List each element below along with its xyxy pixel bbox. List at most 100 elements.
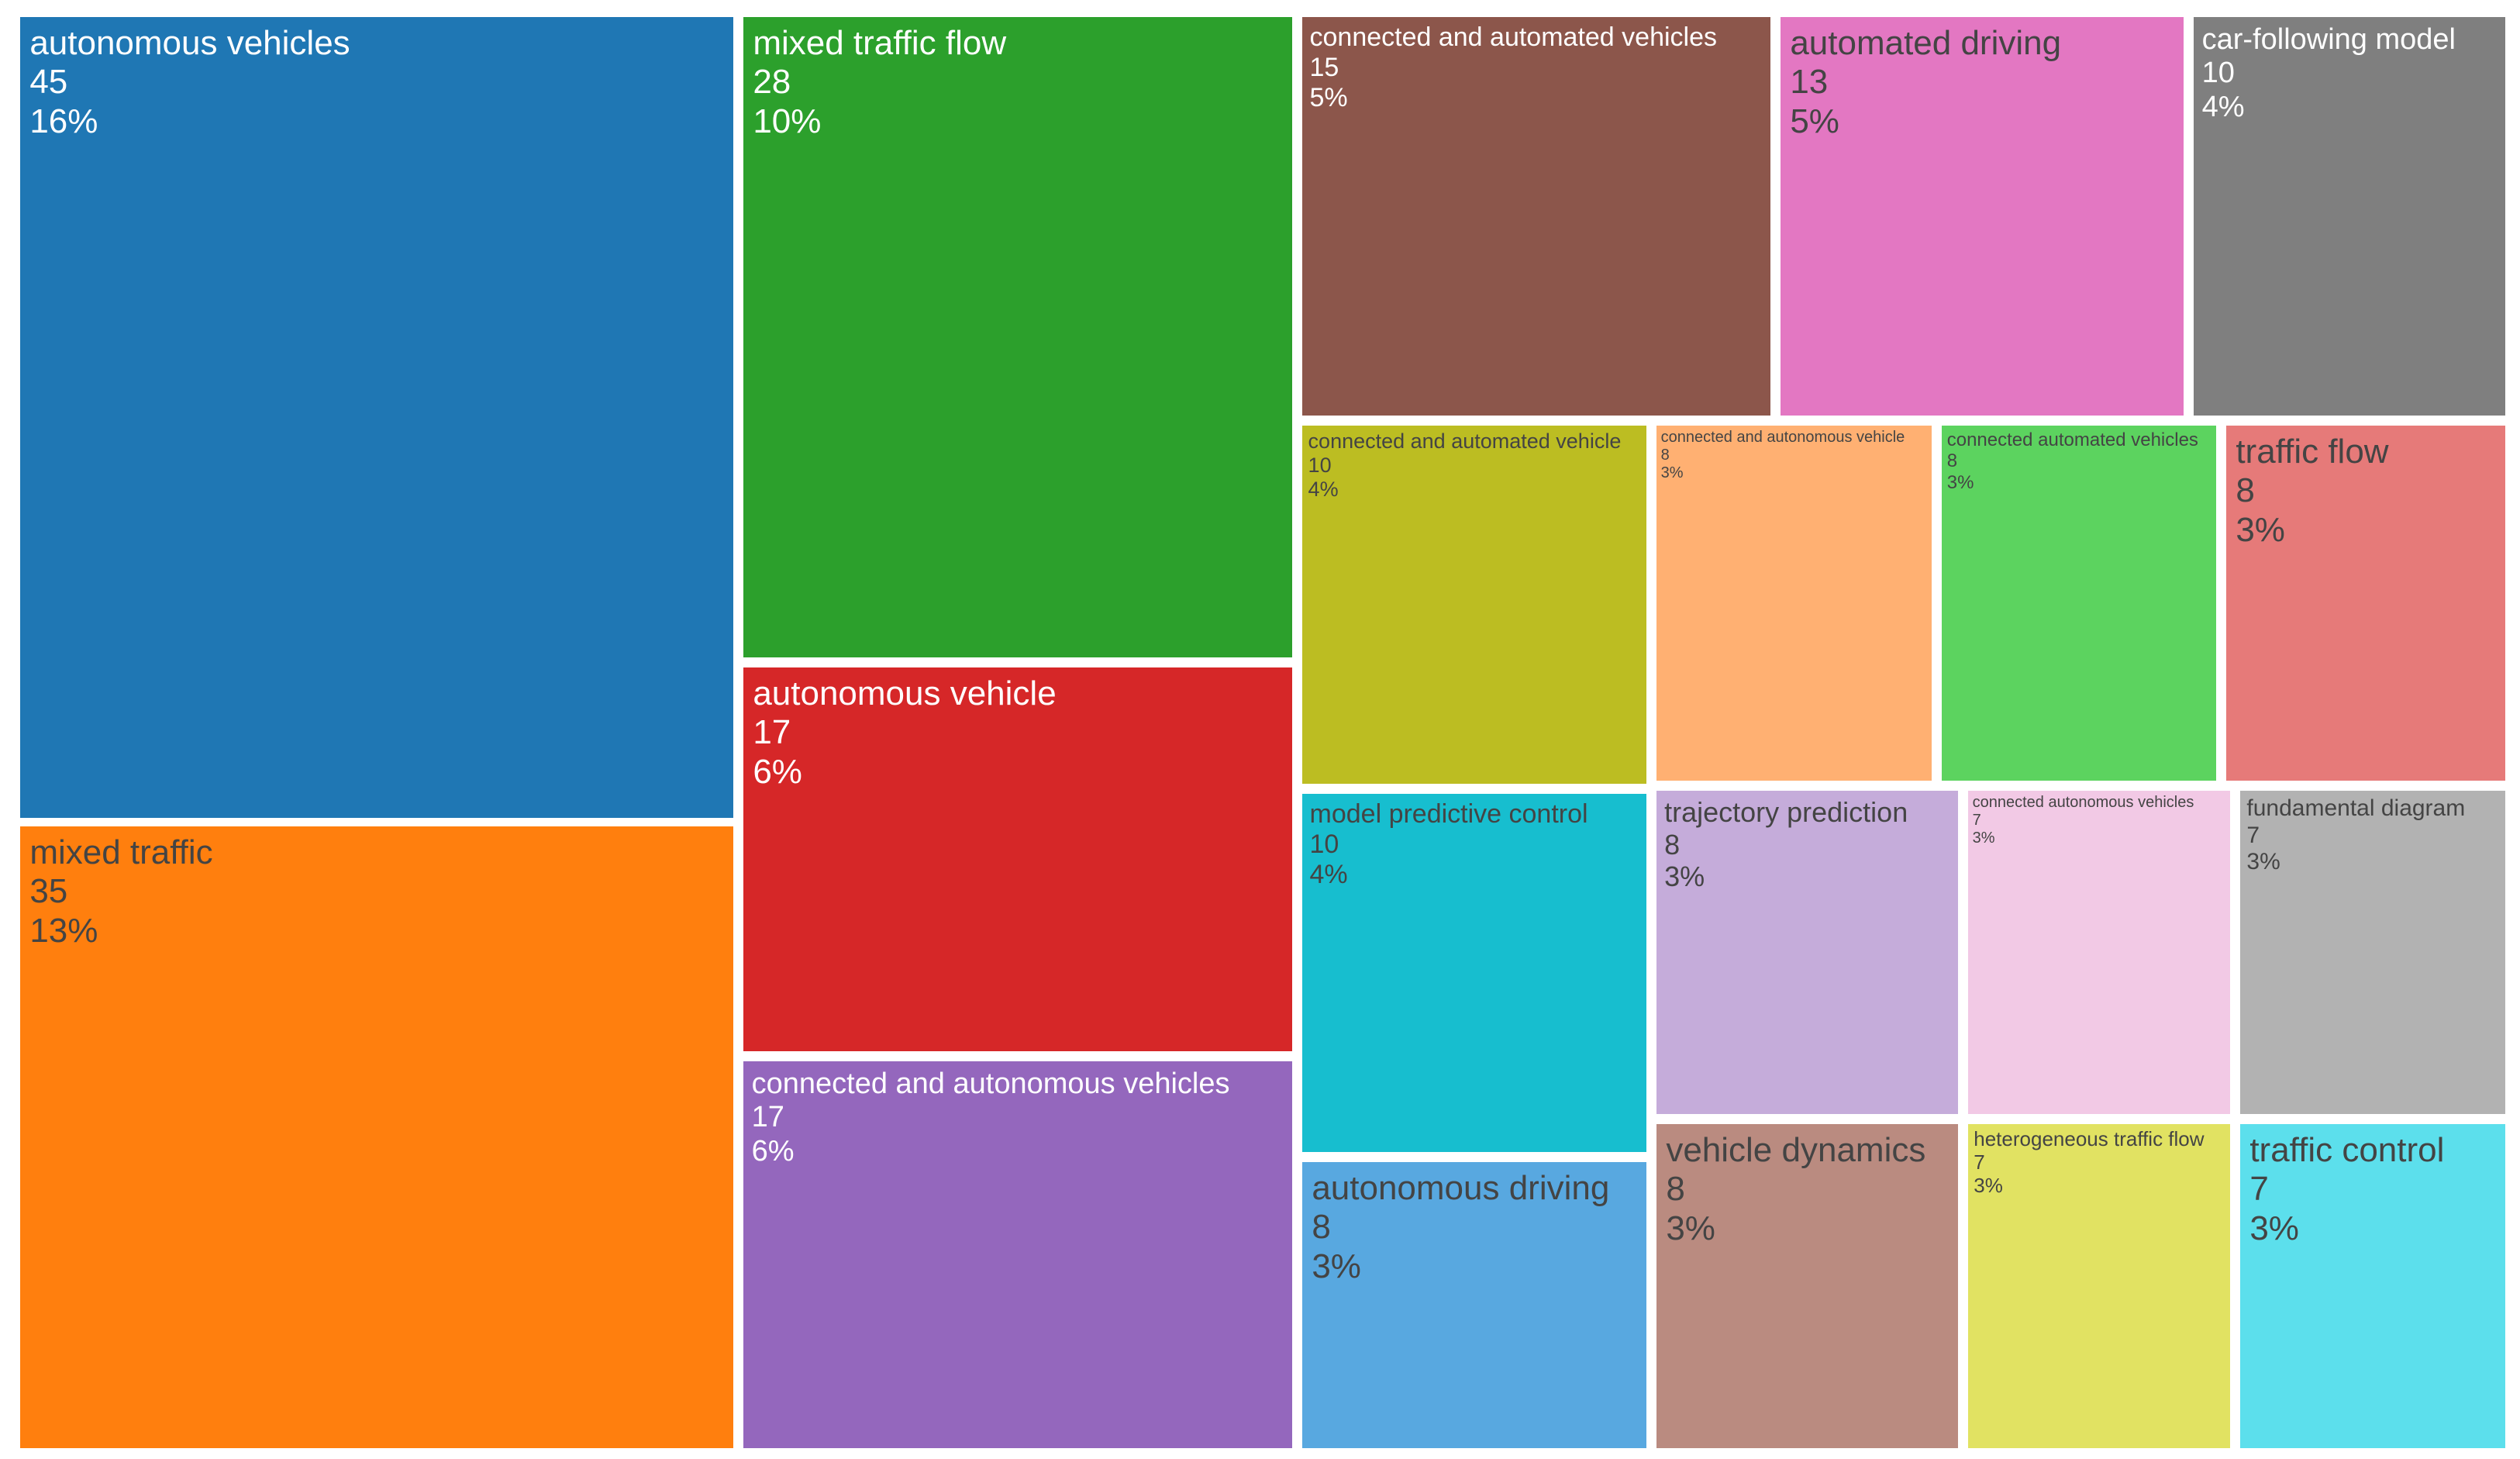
tile-value: 13: [1790, 63, 1829, 102]
tile-label-group: connected and automated vehicle 10 4%: [1308, 429, 1622, 502]
tile-percent: 6%: [753, 752, 802, 791]
tile-value: 8: [2236, 471, 2255, 510]
treemap-tile-car-following-model[interactable]: car-following model 10 4%: [2194, 17, 2505, 416]
tile-value: 28: [753, 63, 791, 102]
tile-label-group: trajectory prediction 8 3%: [1664, 796, 1908, 892]
tile-label-group: mixed traffic 35 13%: [29, 833, 212, 951]
tile-value: 8: [1312, 1208, 1331, 1247]
tile-label: autonomous driving: [1312, 1168, 1610, 1207]
treemap-tile-heterogeneous-traffic-flow[interactable]: heterogeneous traffic flow 7 3%: [1968, 1124, 2230, 1448]
tile-label-group: connected and autonomous vehicle 8 3%: [1661, 429, 1905, 482]
tile-label-group: connected and automated vehicles 15 5%: [1310, 22, 1717, 113]
tile-percent: 3%: [1664, 860, 1705, 892]
tile-label: fundamental diagram: [2246, 795, 2466, 821]
tile-percent: 4%: [2201, 90, 2245, 123]
tile-label: traffic flow: [2236, 432, 2389, 471]
tile-label: trajectory prediction: [1664, 796, 1908, 829]
tile-label-group: traffic control 7 3%: [2249, 1131, 2444, 1249]
tile-value: 8: [1946, 450, 1958, 472]
tile-label-group: fundamental diagram 7 3%: [2246, 795, 2465, 876]
tile-percent: 3%: [1312, 1247, 1361, 1285]
tile-percent: 16%: [29, 102, 98, 140]
tile-label-group: autonomous vehicles 45 16%: [29, 24, 350, 142]
tile-label: connected autonomous vehicles: [1972, 794, 2194, 811]
tile-label: car-following model: [2201, 22, 2456, 56]
tile-percent: 10%: [753, 102, 822, 140]
tile-label: connected and autonomous vehicles: [751, 1067, 1230, 1100]
tile-percent: 3%: [1666, 1209, 1715, 1247]
treemap-tile-traffic-flow[interactable]: traffic flow 8 3%: [2226, 426, 2505, 781]
tile-value: 8: [1664, 828, 1681, 861]
tile-label: vehicle dynamics: [1666, 1130, 1926, 1169]
treemap-tile-connected-and-automated-vehicles[interactable]: connected and automated vehicles 15 5%: [1302, 17, 1770, 416]
treemap-tile-model-predictive-control[interactable]: model predictive control 10 4%: [1302, 794, 1646, 1152]
tile-label-group: connected automated vehicles 8 3%: [1947, 429, 2198, 494]
tile-value: 17: [753, 713, 791, 752]
tile-value: 10: [2201, 57, 2235, 90]
treemap-tile-mixed-traffic-flow[interactable]: mixed traffic flow 28 10%: [743, 17, 1292, 657]
tile-value: 17: [751, 1101, 784, 1134]
treemap-tile-connected-and-automated-vehicle[interactable]: connected and automated vehicle 10 4%: [1302, 426, 1646, 784]
treemap-tile-autonomous-driving[interactable]: autonomous driving 8 3%: [1302, 1162, 1646, 1448]
tile-percent: 3%: [1660, 464, 1684, 481]
tile-percent: 6%: [751, 1134, 795, 1168]
tile-value: 15: [1309, 52, 1339, 82]
tile-label-group: connected and autonomous vehicles 17 6%: [752, 1068, 1230, 1169]
tile-label: connected and autonomous vehicle: [1660, 429, 1905, 446]
tile-value: 8: [1660, 447, 1670, 464]
treemap-tile-trajectory-prediction[interactable]: trajectory prediction 8 3%: [1656, 791, 1958, 1114]
tile-label-group: autonomous vehicle 17 6%: [753, 674, 1056, 792]
tile-label: model predictive control: [1309, 798, 1588, 829]
treemap-tile-vehicle-dynamics[interactable]: vehicle dynamics 8 3%: [1656, 1124, 1958, 1448]
tile-label: heterogeneous traffic flow: [1974, 1127, 2205, 1151]
tile-label: automated driving: [1790, 23, 2062, 62]
tile-label: mixed traffic: [29, 833, 213, 871]
tile-label: autonomous vehicles: [29, 23, 350, 62]
treemap-tile-automated-driving[interactable]: automated driving 13 5%: [1781, 17, 2184, 416]
tile-percent: 5%: [1309, 82, 1348, 112]
tile-label: autonomous vehicle: [753, 674, 1057, 712]
tile-value: 35: [29, 872, 68, 911]
tile-label-group: connected autonomous vehicles 7 3%: [1973, 794, 2194, 847]
tile-label-group: traffic flow 8 3%: [2236, 433, 2388, 550]
treemap-tile-connected-automated-vehicles[interactable]: connected automated vehicles 8 3%: [1942, 426, 2216, 781]
tile-percent: 5%: [1790, 102, 1839, 140]
treemap-tile-autonomous-vehicle[interactable]: autonomous vehicle 17 6%: [743, 667, 1292, 1051]
tile-value: 7: [2249, 1170, 2269, 1209]
tile-label-group: heterogeneous traffic flow 7 3%: [1974, 1127, 2205, 1198]
tile-label-group: car-following model 10 4%: [2202, 23, 2456, 125]
treemap-tile-connected-autonomous-vehicles[interactable]: connected autonomous vehicles 7 3%: [1968, 791, 2230, 1114]
tile-percent: 3%: [2246, 849, 2280, 874]
tile-percent: 4%: [1308, 478, 1339, 502]
treemap-tile-connected-and-autonomous-vehicles[interactable]: connected and autonomous vehicles 17 6%: [743, 1061, 1292, 1448]
tile-label-group: autonomous driving 8 3%: [1312, 1169, 1609, 1287]
treemap-tile-traffic-control[interactable]: traffic control 7 3%: [2240, 1124, 2505, 1448]
tile-percent: 3%: [1946, 471, 1974, 493]
tile-value: 10: [1309, 829, 1339, 859]
tile-percent: 3%: [1974, 1173, 2003, 1197]
tile-label-group: vehicle dynamics 8 3%: [1666, 1131, 1925, 1249]
tile-label-group: model predictive control 10 4%: [1310, 799, 1588, 890]
tile-percent: 3%: [2249, 1209, 2299, 1247]
tile-percent: 4%: [1309, 859, 1348, 889]
tile-label: traffic control: [2249, 1130, 2445, 1169]
tile-percent: 3%: [1972, 830, 1995, 847]
tile-label: connected and automated vehicles: [1309, 22, 1717, 52]
treemap-tile-fundamental-diagram[interactable]: fundamental diagram 7 3%: [2240, 791, 2505, 1114]
tile-value: 8: [1666, 1170, 1685, 1209]
treemap-tile-connected-and-autonomous-vehicle[interactable]: connected and autonomous vehicle 8 3%: [1656, 426, 1932, 781]
tile-value: 7: [1972, 812, 1981, 829]
tile-value: 45: [29, 63, 68, 102]
tile-value: 10: [1308, 454, 1332, 478]
tile-percent: 13%: [29, 911, 98, 950]
tile-label: connected and automated vehicle: [1308, 429, 1622, 454]
tile-percent: 3%: [2236, 510, 2285, 549]
tile-label: mixed traffic flow: [753, 23, 1007, 62]
tile-value: 7: [1974, 1150, 1985, 1174]
treemap-tile-autonomous-vehicles[interactable]: autonomous vehicles 45 16%: [20, 17, 733, 818]
tile-value: 7: [2246, 822, 2260, 848]
tile-label: connected automated vehicles: [1946, 429, 2198, 450]
tile-label-group: mixed traffic flow 28 10%: [753, 24, 1006, 142]
treemap-tile-mixed-traffic[interactable]: mixed traffic 35 13%: [20, 826, 733, 1448]
